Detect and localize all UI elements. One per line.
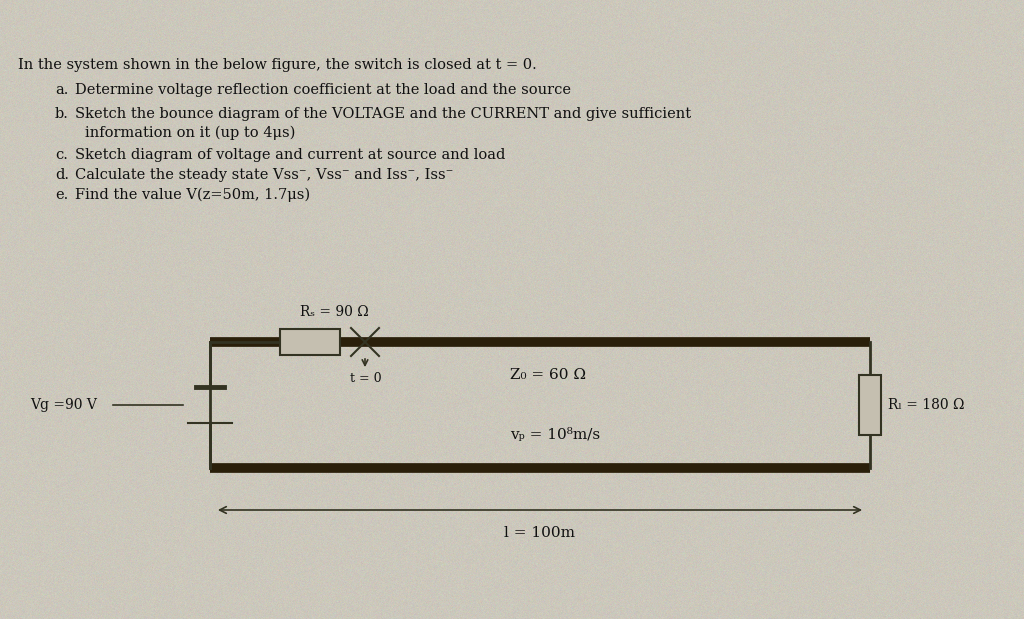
Text: Sketch diagram of voltage and current at source and load: Sketch diagram of voltage and current at…: [75, 148, 506, 162]
Text: Determine voltage reflection coefficient at the load and the source: Determine voltage reflection coefficient…: [75, 83, 571, 97]
Text: b.: b.: [55, 107, 69, 121]
Text: l = 100m: l = 100m: [505, 526, 575, 540]
Text: e.: e.: [55, 188, 69, 202]
Text: Calculate the steady state Vss⁻, Vss⁻ and Iss⁻, Iss⁻: Calculate the steady state Vss⁻, Vss⁻ an…: [75, 168, 454, 182]
Text: In the system shown in the below figure, the switch is closed at t = 0.: In the system shown in the below figure,…: [18, 58, 537, 72]
Text: Rₗ = 180 Ω: Rₗ = 180 Ω: [888, 398, 965, 412]
Text: Sketch the bounce diagram of the VOLTAGE and the CURRENT and give sufficient: Sketch the bounce diagram of the VOLTAGE…: [75, 107, 691, 121]
Bar: [280, 329, 340, 355]
Bar: [859, 375, 881, 435]
Text: Vg =90 V: Vg =90 V: [30, 398, 97, 412]
Text: vₚ = 10⁸m/s: vₚ = 10⁸m/s: [510, 428, 600, 442]
Text: Find the value V(z=50m, 1.7μs): Find the value V(z=50m, 1.7μs): [75, 188, 310, 202]
Text: c.: c.: [55, 148, 68, 162]
Text: information on it (up to 4μs): information on it (up to 4μs): [85, 126, 295, 141]
Text: Z₀ = 60 Ω: Z₀ = 60 Ω: [510, 368, 586, 382]
Text: Rₛ = 90 Ω: Rₛ = 90 Ω: [300, 305, 369, 319]
Text: t = 0: t = 0: [350, 372, 382, 385]
Text: a.: a.: [55, 83, 69, 97]
Text: d.: d.: [55, 168, 69, 182]
